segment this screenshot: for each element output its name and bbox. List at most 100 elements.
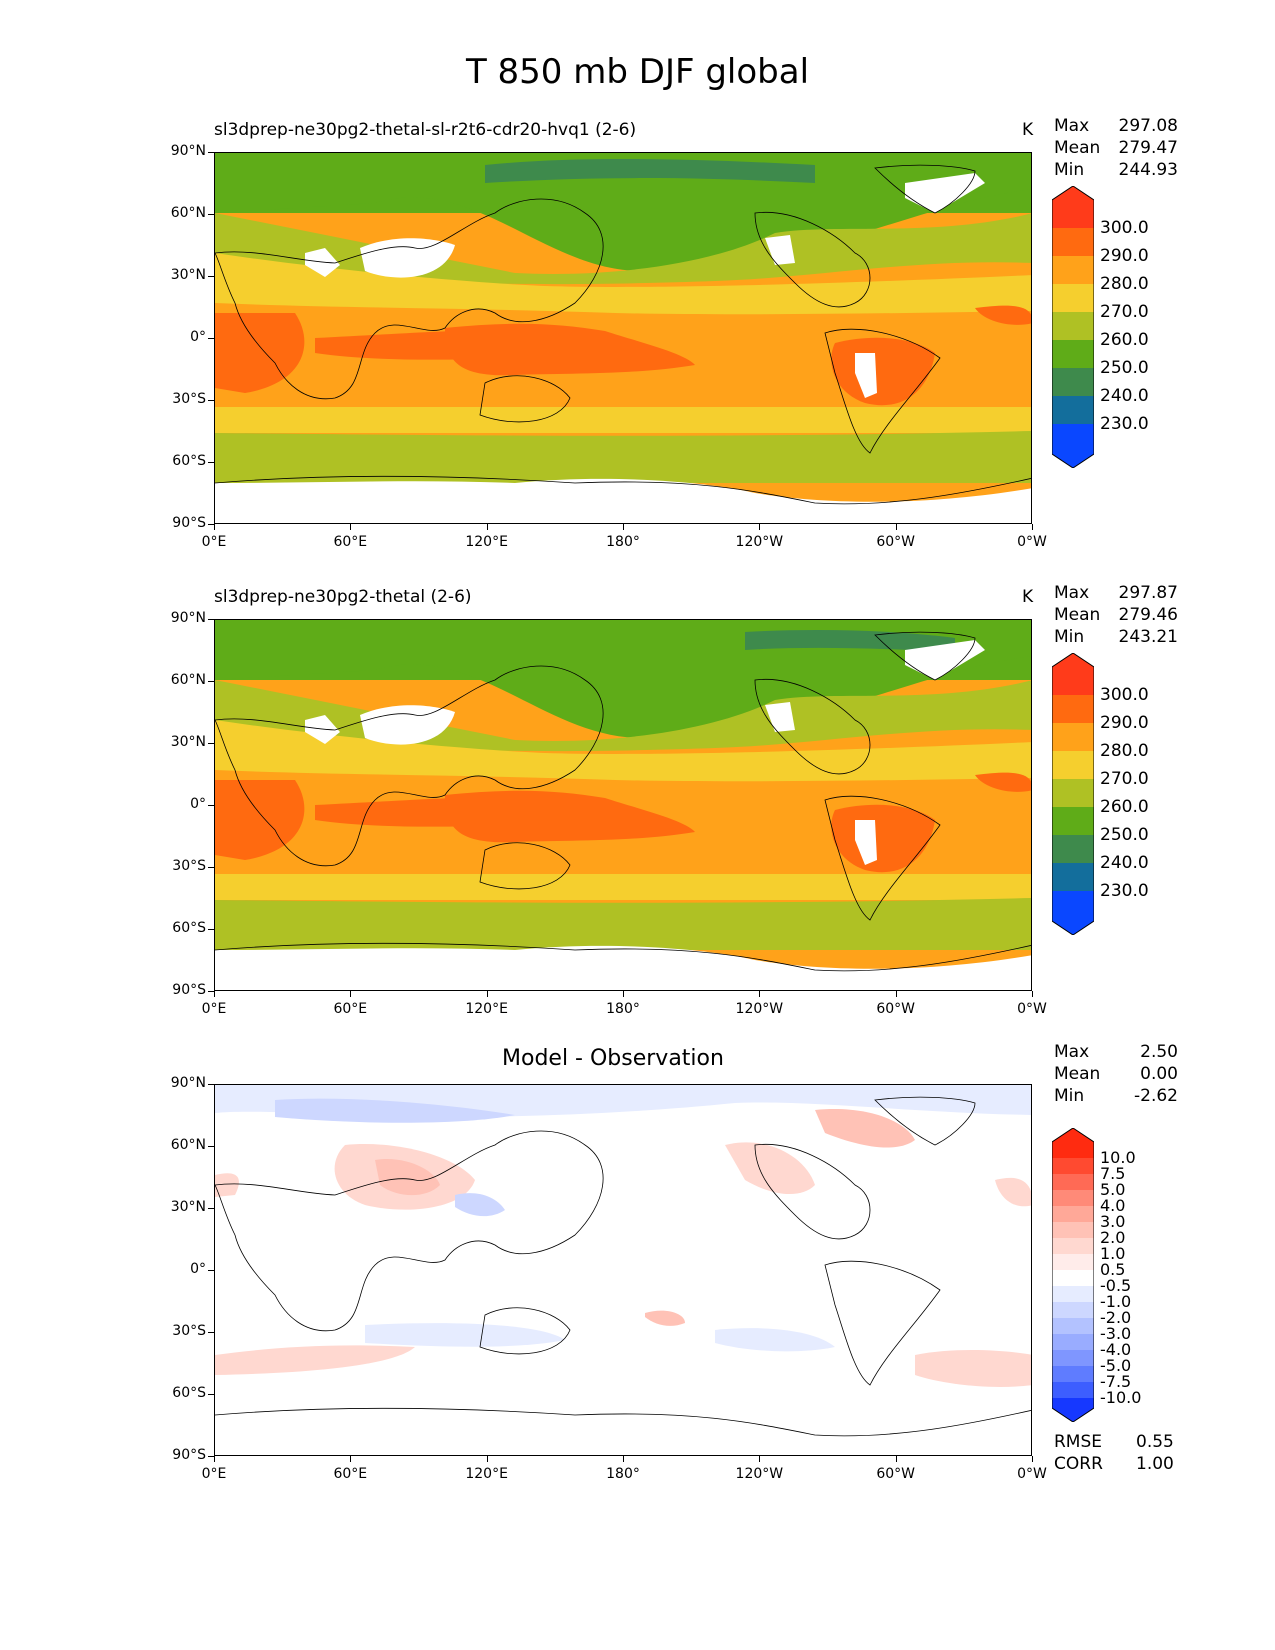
latitude-tick-label: 60°N: [170, 205, 206, 221]
corr-value: 1.00: [1136, 1454, 1174, 1474]
longitude-tick-label: 0°E: [201, 1466, 227, 1482]
colorbar: [1051, 185, 1095, 472]
stat-mean-label: Mean: [1054, 1064, 1101, 1084]
units-label: K: [1022, 587, 1034, 607]
latitude-tick-label: 90°S: [172, 982, 206, 998]
longitude-tick-label: 0°E: [201, 534, 227, 550]
longitude-tick-label: 0°W: [1017, 534, 1047, 550]
stat-min-value: -2.62: [1134, 1086, 1178, 1106]
latitude-tick-mark: [208, 1146, 214, 1147]
stat-max-label: Max: [1054, 116, 1090, 136]
latitude-tick-label: 90°N: [170, 610, 206, 626]
panel-model-2: sl3dprep-ne30pg2-thetal (2-6) K Max 297.…: [0, 583, 1275, 1025]
latitude-tick-mark: [208, 619, 214, 620]
colorbar-label: -4.0: [1100, 1340, 1132, 1359]
corr-label: CORR: [1054, 1454, 1103, 1474]
stat-mean-value: 279.47: [1118, 138, 1178, 158]
colorbar-label: -5.0: [1100, 1356, 1132, 1375]
units-label: K: [1022, 120, 1034, 140]
latitude-tick-label: 90°N: [170, 143, 206, 159]
longitude-tick-mark: [623, 1456, 624, 1462]
colorbar-label: 7.5: [1100, 1164, 1126, 1183]
longitude-tick-label: 180°: [606, 1466, 640, 1482]
colorbar-label: 270.0: [1100, 302, 1149, 322]
latitude-tick-label: 90°S: [172, 1447, 206, 1463]
latitude-tick-mark: [208, 152, 214, 153]
longitude-tick-label: 60°E: [333, 1466, 368, 1482]
colorbar-label: 3.0: [1100, 1212, 1126, 1231]
latitude-tick-mark: [208, 743, 214, 744]
longitude-tick-mark: [350, 991, 352, 997]
longitude-tick-label: 0°W: [1017, 1001, 1047, 1017]
latitude-tick-mark: [208, 1394, 214, 1395]
stat-max-value: 297.08: [1118, 116, 1178, 136]
colorbar: [1051, 652, 1095, 939]
stat-max-label: Max: [1054, 583, 1090, 603]
stat-mean-label: Mean: [1054, 605, 1101, 625]
latitude-tick-label: 60°N: [170, 1137, 206, 1153]
longitude-tick-mark: [486, 1456, 488, 1462]
colorbar-label: 300.0: [1100, 685, 1149, 705]
latitude-tick-mark: [208, 867, 214, 868]
latitude-tick-label: 30°N: [170, 734, 206, 750]
latitude-tick-mark: [208, 991, 214, 992]
colorbar-label: 230.0: [1100, 881, 1149, 901]
longitude-tick-mark: [1032, 1456, 1033, 1462]
longitude-tick-mark: [623, 524, 624, 530]
longitude-tick-mark: [350, 1456, 352, 1462]
stat-mean-value: 279.46: [1118, 605, 1178, 625]
latitude-tick-mark: [208, 1332, 214, 1333]
colorbar-label: 240.0: [1100, 386, 1149, 406]
colorbar-label: -7.5: [1100, 1372, 1132, 1391]
colorbar-label: 280.0: [1100, 274, 1149, 294]
latitude-tick-label: 60°S: [172, 920, 206, 936]
latitude-tick-mark: [208, 1270, 214, 1271]
latitude-tick-label: 60°S: [172, 1385, 206, 1401]
longitude-tick-mark: [759, 1456, 761, 1462]
latitude-tick-mark: [208, 1084, 214, 1085]
colorbar-label: 300.0: [1100, 218, 1149, 238]
colorbar-label: 290.0: [1100, 713, 1149, 733]
latitude-tick-mark: [208, 929, 214, 930]
longitude-tick-mark: [1032, 524, 1033, 530]
colorbar-label: -1.0: [1100, 1292, 1132, 1311]
longitude-tick-mark: [214, 524, 215, 530]
rmse-value: 0.55: [1136, 1432, 1174, 1452]
colorbar-label: 4.0: [1100, 1196, 1126, 1215]
longitude-tick-label: 0°W: [1017, 1466, 1047, 1482]
stat-min-label: Min: [1054, 1086, 1085, 1106]
stat-min-label: Min: [1054, 627, 1085, 647]
colorbar-label: -2.0: [1100, 1308, 1132, 1327]
colorbar-label: 280.0: [1100, 741, 1149, 761]
longitude-tick-mark: [214, 1456, 215, 1462]
stat-min-label: Min: [1054, 160, 1085, 180]
longitude-tick-label: 120°W: [735, 1001, 784, 1017]
latitude-tick-mark: [208, 1456, 214, 1457]
colorbar-label: 240.0: [1100, 853, 1149, 873]
longitude-tick-mark: [759, 991, 761, 997]
difference-map: [214, 1084, 1032, 1456]
longitude-tick-mark: [214, 991, 215, 997]
temperature-map: [214, 619, 1032, 991]
panel-model-1: sl3dprep-ne30pg2-thetal-sl-r2t6-cdr20-hv…: [0, 116, 1275, 558]
latitude-tick-label: 60°S: [172, 453, 206, 469]
page-title: T 850 mb DJF global: [465, 52, 810, 92]
latitude-tick-mark: [208, 214, 214, 215]
longitude-tick-mark: [759, 524, 761, 530]
stat-mean-label: Mean: [1054, 138, 1101, 158]
colorbar-label: 260.0: [1100, 330, 1149, 350]
colorbar: [1051, 1127, 1095, 1426]
temperature-map: [214, 152, 1032, 524]
longitude-tick-label: 60°E: [333, 534, 368, 550]
longitude-tick-label: 60°W: [876, 1001, 915, 1017]
latitude-tick-mark: [208, 338, 214, 339]
longitude-tick-label: 0°E: [201, 1001, 227, 1017]
longitude-tick-mark: [623, 991, 624, 997]
latitude-tick-mark: [208, 681, 214, 682]
longitude-tick-label: 60°E: [333, 1001, 368, 1017]
latitude-tick-label: 90°S: [172, 515, 206, 531]
rmse-label: RMSE: [1054, 1432, 1103, 1452]
latitude-tick-mark: [208, 462, 214, 463]
panel-difference: Model - Observation Max 2.50 Mean 0.00 M…: [0, 1042, 1275, 1490]
longitude-tick-label: 120°E: [465, 1001, 508, 1017]
